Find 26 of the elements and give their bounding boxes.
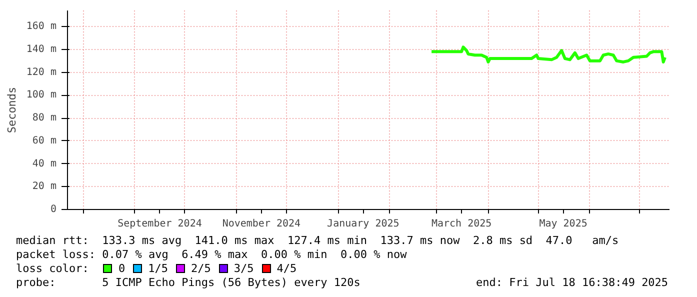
text: probe: 5 ICMP Echo Pings (56 Bytes) every 120s — [16, 276, 362, 290]
x-tick-label: November 2024 — [222, 218, 301, 230]
y-tick-label: 100 m — [26, 90, 57, 101]
x-tick-label: September 2024 — [118, 218, 202, 230]
x-tick-label: March 2025 — [431, 218, 492, 230]
y-axis-title: Seconds — [5, 86, 18, 134]
legend-label: 4/5 — [276, 262, 297, 275]
y-tick-label: 80 m — [32, 112, 57, 124]
legend-title: loss color: — [16, 262, 89, 275]
y-tick-label: 160 m — [26, 21, 57, 32]
text: end: Fri Jul 18 16:38:49 2025 — [476, 276, 668, 289]
y-tick-label: 140 m — [26, 44, 57, 55]
y-tick-label: 60 m — [32, 135, 57, 146]
y-tick-label: 40 m — [32, 158, 57, 170]
legend-label: 0 — [118, 262, 126, 275]
y-tick-label: 20 m — [32, 181, 57, 192]
legend-label: 3/5 — [234, 262, 254, 275]
line-series — [430, 46, 667, 64]
y-tick-label: 0 — [50, 204, 57, 215]
text: median rtt: 133.3 ms avg 141.0 ms max 127.4 ms min 133.7 ms now 2.8 ms sd 47.0 am/s — [16, 234, 619, 247]
x-tick-label: January 2025 — [327, 218, 400, 230]
x-tick-label: May 2025 — [539, 218, 588, 230]
text: packet loss: 0.07 % avg 6.49 % max 0.00 % min 0.00 % now — [16, 248, 407, 261]
legend-label: 2/5 — [190, 262, 211, 275]
y-tick-label: 120 m — [26, 66, 57, 78]
legend-label: 1/5 — [148, 262, 168, 275]
